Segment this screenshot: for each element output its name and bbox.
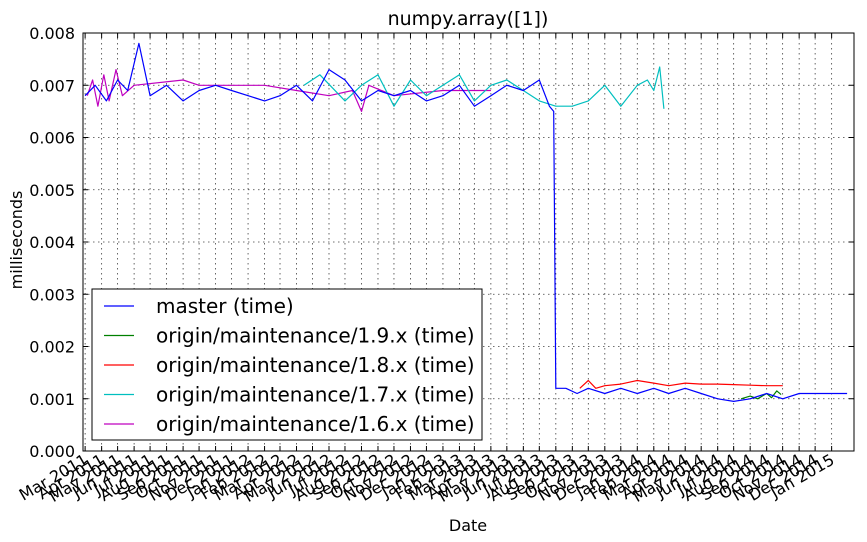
y-axis-label: milliseconds xyxy=(7,191,26,290)
series-line-2 xyxy=(579,379,783,389)
y-tick-label: 0.007 xyxy=(29,76,75,95)
y-tick-label: 0.004 xyxy=(29,233,75,252)
series-line-3 xyxy=(303,66,665,109)
legend-label: master (time) xyxy=(156,294,294,318)
legend: master (time) origin/maintenance/1.9.x (t… xyxy=(91,288,483,441)
legend-box xyxy=(91,288,483,441)
legend-label: origin/maintenance/1.7.x (time) xyxy=(156,383,475,407)
legend-label: origin/maintenance/1.9.x (time) xyxy=(156,324,475,348)
legend-label: origin/maintenance/1.8.x (time) xyxy=(156,353,475,377)
y-tick-label: 0.001 xyxy=(29,390,75,409)
y-tick-label: 0.003 xyxy=(29,285,75,304)
y-tick-label: 0.008 xyxy=(29,24,75,43)
series-layer xyxy=(84,42,848,402)
y-tick-label: 0.002 xyxy=(29,338,75,357)
legend-label: origin/maintenance/1.6.x (time) xyxy=(156,412,475,436)
chart-title: numpy.array([1]) xyxy=(388,8,549,30)
y-tick-label: 0.000 xyxy=(29,442,75,461)
y-tick-label: 0.005 xyxy=(29,181,75,200)
series-line-0 xyxy=(84,42,848,402)
tick-layer: 0.000 0.001 0.002 0.003 0.004 0.005 0.006 0.007… xyxy=(16,24,854,506)
y-tick-label: 0.006 xyxy=(29,129,75,148)
x-axis-label: Date xyxy=(449,516,487,535)
